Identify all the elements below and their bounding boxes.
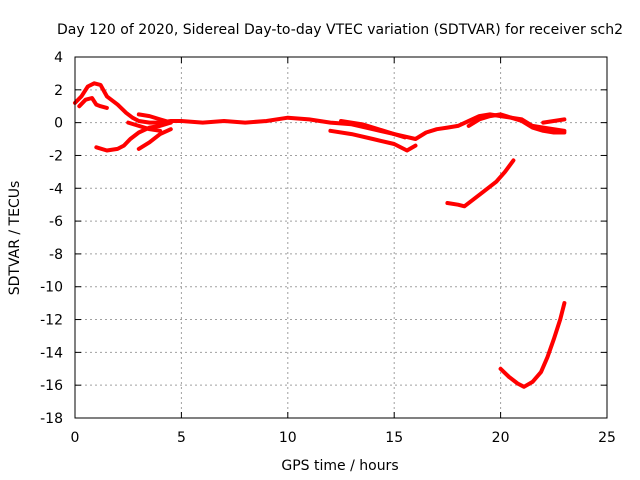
x-tick-label: 25 <box>598 430 616 446</box>
series-track-4 <box>126 120 163 133</box>
data-series <box>73 81 567 389</box>
series-track-10 <box>541 117 567 125</box>
series-track-2 <box>77 96 109 110</box>
x-tick-label: 0 <box>71 430 80 446</box>
x-tick-label: 10 <box>279 430 297 446</box>
series-track-8 <box>339 119 407 140</box>
series-track-12 <box>498 301 567 389</box>
series-track-3 <box>94 120 173 153</box>
y-tick-label: -18 <box>40 411 63 427</box>
y-tick-label: -12 <box>40 313 63 329</box>
series-track-5 <box>136 127 173 151</box>
y-tick-label: -2 <box>49 148 63 164</box>
x-tick-label: 20 <box>492 430 510 446</box>
x-axis-ticks: 0 5 10 15 20 25 <box>71 57 616 446</box>
y-tick-label: -6 <box>49 214 63 230</box>
y-axis-ticks: -18 -16 -14 -12 -10 -8 -6 -4 -2 0 2 4 <box>40 50 607 427</box>
x-tick-label: 5 <box>177 430 186 446</box>
y-tick-label: 2 <box>54 83 63 99</box>
y-tick-label: 4 <box>54 50 63 66</box>
y-tick-label: -10 <box>40 280 63 296</box>
series-track-11 <box>445 158 516 209</box>
x-tick-label: 15 <box>385 430 403 446</box>
chart-title: Day 120 of 2020, Sidereal Day-to-day VTE… <box>57 22 623 38</box>
y-tick-label: -4 <box>49 181 63 197</box>
grid <box>75 57 607 418</box>
y-tick-label: 0 <box>54 116 63 132</box>
y-tick-label: -14 <box>40 345 63 361</box>
y-axis-label: SDTVAR / TECUs <box>7 181 23 296</box>
series-track-7 <box>328 128 418 153</box>
x-axis-label: GPS time / hours <box>281 458 398 474</box>
y-tick-label: -16 <box>40 378 63 394</box>
y-tick-label: -8 <box>49 247 63 263</box>
plot-frame <box>74 56 608 419</box>
series-track-9 <box>466 112 567 135</box>
series-track-6 <box>136 112 173 125</box>
